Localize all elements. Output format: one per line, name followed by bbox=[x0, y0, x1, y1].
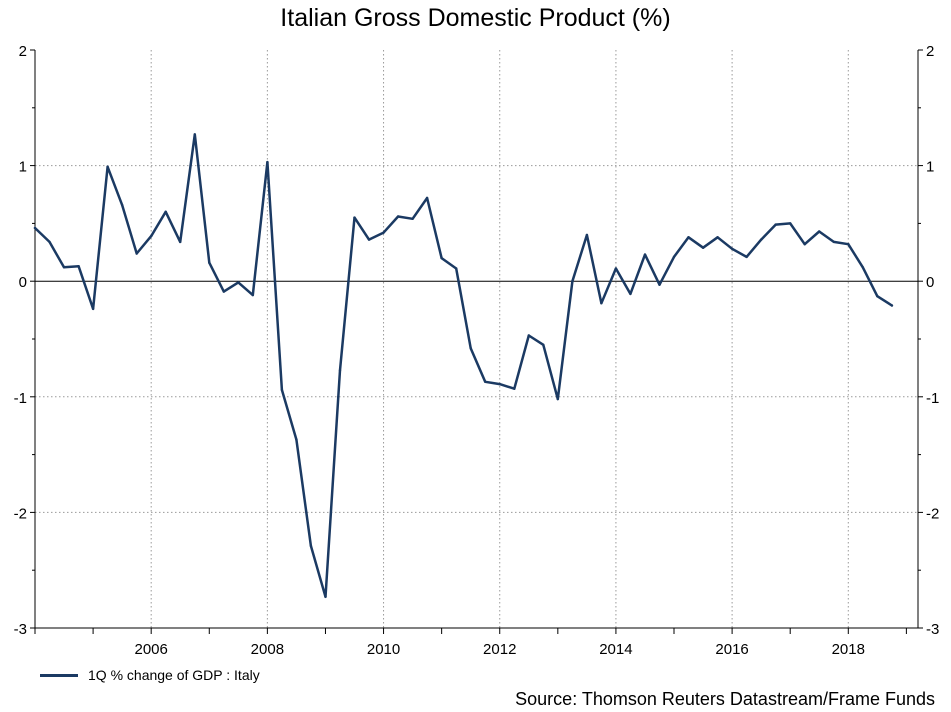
y-tick-label-left: 2 bbox=[19, 43, 27, 60]
data-point bbox=[716, 236, 719, 239]
label-layer: 2 2 1 1 0 0 -1 -1 -2 -2 -3 -3 2006 2008 2010 2012 2014 20… bbox=[14, 43, 940, 658]
data-point bbox=[818, 230, 821, 233]
data-point bbox=[861, 266, 864, 269]
data-point bbox=[280, 388, 284, 392]
data-point bbox=[455, 267, 458, 270]
data-point bbox=[585, 233, 589, 237]
series-line bbox=[33, 133, 894, 599]
data-point bbox=[687, 236, 690, 239]
x-tick-label: 2014 bbox=[599, 641, 632, 658]
data-point bbox=[91, 307, 95, 311]
legend-swatch bbox=[40, 673, 78, 677]
data-point bbox=[803, 243, 806, 246]
data-point bbox=[222, 290, 225, 293]
data-point bbox=[106, 165, 109, 168]
data-point bbox=[730, 247, 734, 250]
y-tick-label-left: 0 bbox=[19, 274, 27, 291]
data-point bbox=[847, 243, 850, 246]
data-point bbox=[193, 133, 196, 136]
data-point bbox=[484, 380, 487, 383]
data-point bbox=[62, 266, 66, 269]
y-tick-label-right: -3 bbox=[926, 621, 939, 638]
data-point bbox=[382, 231, 385, 234]
y-tick-label-left: -1 bbox=[14, 390, 27, 407]
data-point bbox=[614, 267, 618, 270]
source-note: Source: Thomson Reuters Datastream/Frame… bbox=[515, 689, 935, 709]
data-point bbox=[150, 234, 153, 238]
data-point bbox=[309, 544, 313, 548]
data-point bbox=[876, 295, 879, 298]
y-tick-label-right: 1 bbox=[926, 159, 934, 176]
data-point bbox=[425, 196, 429, 200]
x-tick-label: 2008 bbox=[251, 641, 284, 658]
data-point bbox=[251, 293, 254, 297]
data-point bbox=[164, 210, 167, 213]
chart-title: Italian Gross Domestic Product (%) bbox=[280, 4, 671, 32]
data-point bbox=[832, 240, 835, 244]
x-tick-label: 2010 bbox=[367, 641, 400, 658]
data-point bbox=[469, 347, 472, 350]
data-point bbox=[513, 387, 516, 390]
grid-layer bbox=[35, 50, 918, 628]
x-tick-label: 2016 bbox=[715, 641, 748, 658]
data-point bbox=[672, 255, 676, 259]
data-point bbox=[600, 302, 603, 305]
data-point bbox=[367, 238, 371, 241]
legend-label: 1Q % change of GDP : Italy bbox=[88, 667, 260, 683]
data-point bbox=[643, 253, 647, 256]
data-point bbox=[295, 438, 298, 441]
data-point bbox=[556, 397, 559, 401]
data-point bbox=[338, 369, 342, 372]
data-point bbox=[440, 256, 443, 260]
data-point bbox=[135, 252, 138, 255]
data-point bbox=[571, 280, 574, 283]
data-point bbox=[353, 216, 356, 219]
x-tick-label: 2018 bbox=[832, 641, 865, 658]
data-point bbox=[774, 223, 777, 226]
y-tick-label-left: -3 bbox=[14, 621, 27, 638]
data-point bbox=[208, 261, 211, 264]
y-tick-label-right: -2 bbox=[926, 505, 939, 522]
x-tick-label: 2006 bbox=[134, 641, 167, 658]
data-point bbox=[701, 246, 705, 249]
y-tick-label-left: 1 bbox=[19, 159, 27, 176]
data-point bbox=[527, 334, 530, 337]
data-point bbox=[789, 222, 792, 225]
data-point bbox=[760, 238, 763, 241]
y-tick-label-right: 0 bbox=[926, 274, 934, 291]
data-point bbox=[77, 265, 80, 268]
axis-layer bbox=[30, 49, 923, 634]
data-point bbox=[658, 283, 661, 286]
data-point bbox=[179, 240, 182, 244]
data-point bbox=[890, 304, 894, 307]
y-tick-label-right: -1 bbox=[926, 390, 939, 407]
y-tick-label-left: -2 bbox=[14, 505, 27, 522]
x-tick-label: 2012 bbox=[483, 641, 516, 658]
data-point bbox=[411, 217, 414, 220]
y-tick-label-right: 2 bbox=[926, 43, 934, 60]
data-point bbox=[48, 240, 51, 244]
data-point bbox=[324, 595, 327, 598]
data-point bbox=[498, 382, 501, 386]
data-point bbox=[542, 343, 545, 346]
legend: 1Q % change of GDP : Italy bbox=[40, 667, 260, 683]
data-point bbox=[266, 160, 269, 164]
data-point bbox=[237, 281, 240, 284]
data-point bbox=[745, 255, 748, 259]
data-point bbox=[629, 292, 632, 296]
data-point bbox=[120, 203, 124, 207]
data-point bbox=[396, 215, 400, 218]
series-layer bbox=[33, 133, 894, 599]
data-point bbox=[33, 226, 37, 230]
